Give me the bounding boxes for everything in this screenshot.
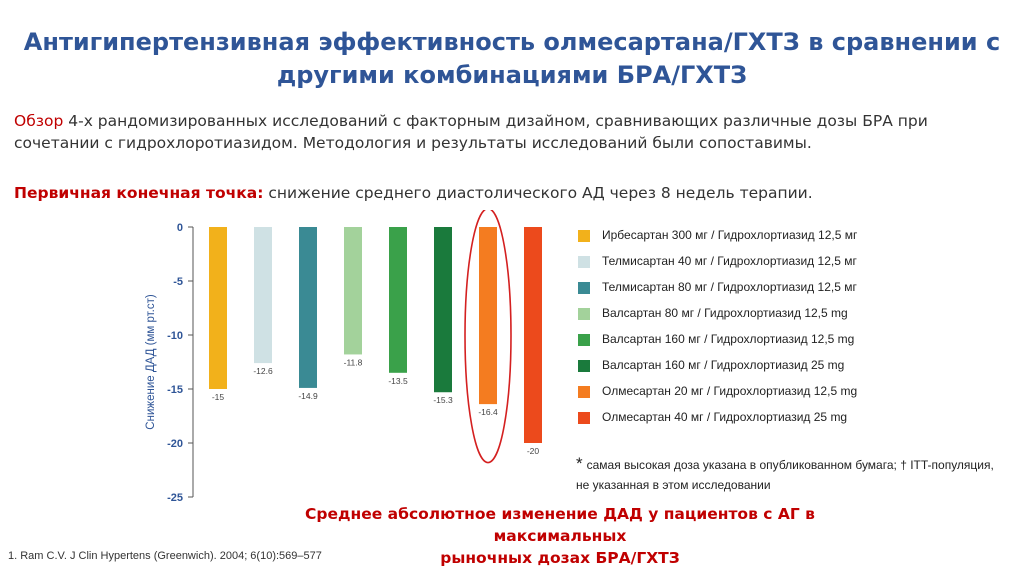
title-line-1: Антигипертензивная эффективность олмесар… (23, 28, 1001, 56)
bar-data-label: -15 (212, 392, 225, 402)
legend-label: Телмисартан 80 мг / Гидрохлортиазид 12,5… (602, 280, 857, 294)
bar (479, 227, 497, 405)
y-tick-label: -5 (173, 276, 183, 288)
bar-data-label: -20 (527, 446, 540, 456)
y-tick-label: -10 (167, 330, 183, 342)
legend-label: Ирбесартан 300 мг / Гидрохлортиазид 12,5… (602, 228, 858, 242)
y-tick-label: 0 (177, 222, 183, 234)
footnote: * самая высокая доза указана в опубликова… (576, 454, 996, 495)
bar (434, 227, 452, 393)
footnote-star: * (576, 454, 583, 473)
footnote-text: самая высокая доза указана в опубликован… (576, 458, 994, 492)
bar-data-label: -11.8 (344, 357, 363, 367)
bar-data-label: -16.4 (478, 407, 498, 417)
legend-swatch (578, 412, 590, 424)
y-tick-label: -20 (167, 438, 183, 450)
legend-swatch (578, 230, 590, 242)
bar (344, 227, 362, 355)
legend-swatch (578, 256, 590, 268)
legend-swatch (578, 360, 590, 372)
legend-swatch (578, 334, 590, 346)
legend-item: Валсартан 160 мг / Гидрохлортиазид 12,5 … (572, 329, 892, 355)
chart-legend: Ирбесартан 300 мг / Гидрохлортиазид 12,5… (572, 225, 892, 433)
legend-swatch (578, 308, 590, 320)
legend-label: Телмисартан 40 мг / Гидрохлортиазид 12,5… (602, 254, 857, 268)
bar-data-label: -14.9 (298, 391, 318, 401)
bar-data-label: -12.6 (253, 366, 273, 376)
bar-data-label: -13.5 (388, 376, 408, 386)
chart-caption: Среднее абсолютное изменение ДАД у пацие… (270, 503, 850, 569)
bar-chart: 0 -5 -10 -15 -20 -25 Снижение ДАД (мм рт.ст) -1… (145, 210, 542, 504)
legend-item: Телмисартан 80 мг / Гидрохлортиазид 12,5… (572, 277, 892, 303)
title-line-2: другими комбинациями БРА/ГХТЗ (276, 61, 748, 89)
legend-item: Олмесартан 40 мг / Гидрохлортиазид 25 mg (572, 407, 892, 433)
y-tick-label: -25 (167, 492, 183, 504)
endpoint-label: Первичная конечная точка: (14, 184, 264, 202)
legend-label: Валсартан 80 мг / Гидрохлортиазид 12,5 m… (602, 306, 848, 320)
endpoint-text: снижение среднего диастолического АД чер… (263, 184, 813, 202)
legend-item: Валсартан 160 мг / Гидрохлортиазид 25 mg (572, 355, 892, 381)
reference: 1. Ram C.V. J Clin Hypertens (Greenwich)… (8, 550, 322, 562)
caption-line-2: рыночных дозах БРА/ГХТЗ (440, 549, 680, 567)
slide-title: Антигипертензивная эффективность олмесар… (0, 26, 1024, 92)
y-axis-label: Снижение ДАД (мм рт.ст) (145, 294, 157, 430)
highlight-ellipse (464, 210, 512, 464)
bar (299, 227, 317, 388)
bar (389, 227, 407, 373)
intro-paragraph: Обзор 4-х рандомизированных исследований… (14, 110, 974, 154)
primary-endpoint: Первичная конечная точка: снижение средн… (14, 182, 994, 204)
bar-data-label: -15.3 (433, 395, 453, 405)
intro-text: 4-х рандомизированных исследований с фак… (14, 112, 928, 152)
y-tick-label: -15 (167, 384, 183, 396)
bar (524, 227, 542, 443)
bar (209, 227, 227, 389)
caption-line-1: Среднее абсолютное изменение ДАД у пацие… (305, 505, 815, 545)
legend-swatch (578, 386, 590, 398)
legend-label: Валсартан 160 мг / Гидрохлортиазид 12,5 … (602, 332, 855, 346)
legend-item: Ирбесартан 300 мг / Гидрохлортиазид 12,5… (572, 225, 892, 251)
legend-item: Телмисартан 40 мг / Гидрохлортиазид 12,5… (572, 251, 892, 277)
intro-highlight: Обзор (14, 112, 64, 130)
legend-swatch (578, 282, 590, 294)
legend-label: Олмесартан 40 мг / Гидрохлортиазид 25 mg (602, 410, 848, 424)
legend-item: Валсартан 80 мг / Гидрохлортиазид 12,5 m… (572, 303, 892, 329)
legend-item: Олмесартан 20 мг / Гидрохлортиазид 12,5 … (572, 381, 892, 407)
legend-label: Олмесартан 20 мг / Гидрохлортиазид 12,5 … (602, 384, 858, 398)
legend-label: Валсартан 160 мг / Гидрохлортиазид 25 mg (602, 358, 845, 372)
bar (254, 227, 272, 364)
